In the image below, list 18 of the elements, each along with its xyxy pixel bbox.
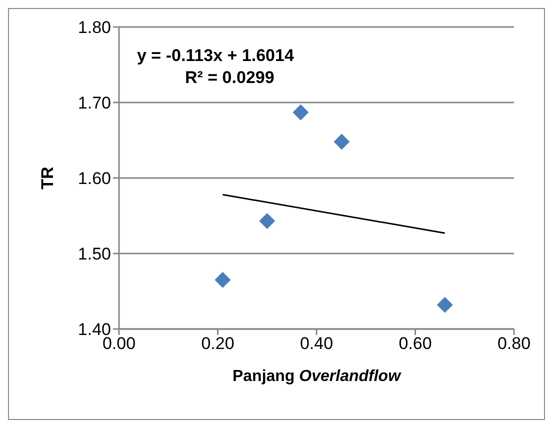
annotation: y = -0.113x + 1.6014 (137, 45, 294, 67)
y-axis-title: TR (38, 166, 57, 190)
x-tick-label: 0.60 (398, 334, 432, 354)
x-tick-label: 0.00 (102, 334, 136, 354)
point (292, 104, 309, 120)
point (259, 213, 276, 230)
point (334, 134, 350, 150)
x-tick-label: 0.80 (497, 334, 531, 354)
point (214, 272, 231, 288)
point (436, 296, 453, 313)
y-tick-label: 1.60 (78, 169, 111, 188)
y-tick-label: 1.50 (78, 244, 111, 264)
x-axis-title: Panjang Overlandflow (232, 368, 402, 385)
y-tick-label: 1.70 (78, 94, 111, 113)
x-tick-label: 0.40 (300, 334, 334, 354)
y-tick-label: 1.80 (78, 18, 111, 38)
annotation: R² = 0.0299 (184, 67, 276, 89)
x-tick-label: 0.20 (201, 334, 234, 354)
